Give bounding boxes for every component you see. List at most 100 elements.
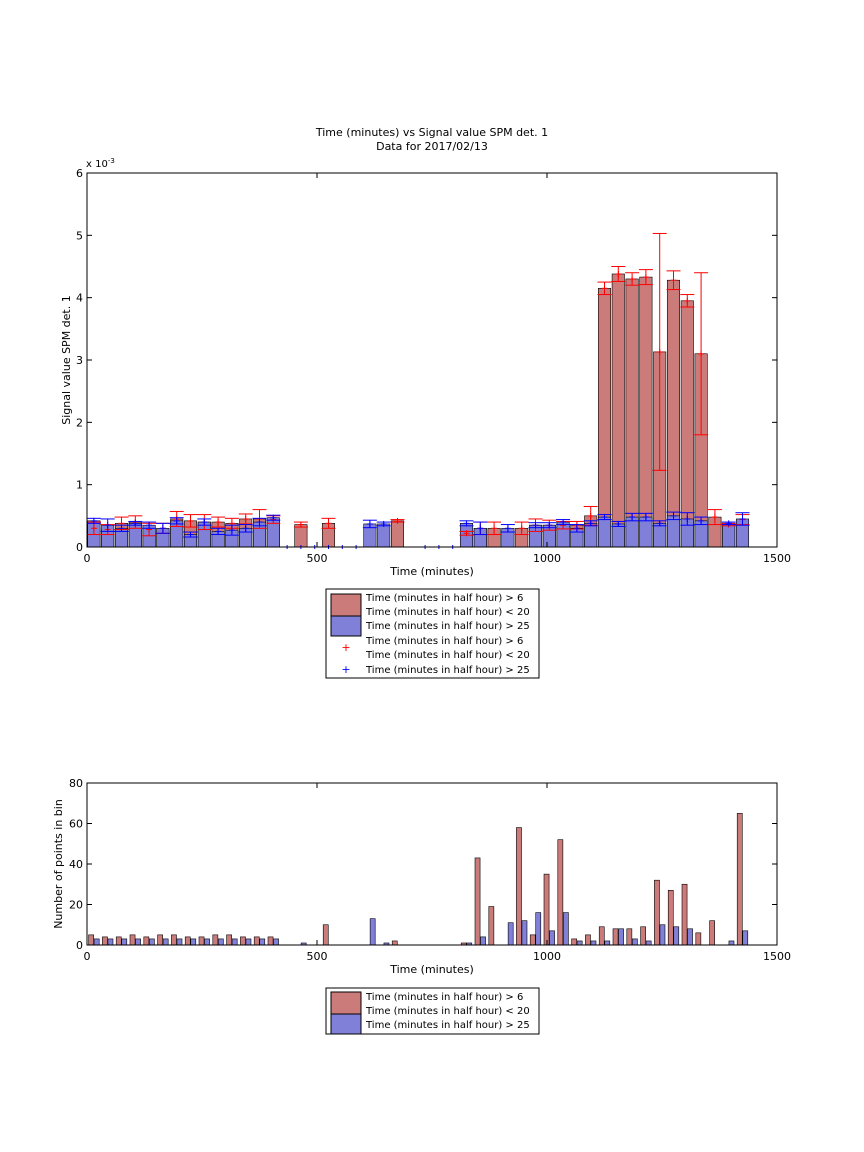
y-tick-label: 4 (76, 292, 83, 305)
bar (604, 940, 611, 946)
bar (88, 934, 94, 946)
bar (190, 938, 197, 946)
bar (597, 516, 612, 548)
bar (625, 516, 639, 548)
x-tick-label: 0 (84, 950, 91, 963)
bar (204, 938, 210, 946)
bottom-axis-ticks: 0 500 1000 1500 0 20 40 60 80 (69, 777, 791, 963)
legend-marker-blue: + (341, 663, 350, 676)
bottom-plot-marks (88, 813, 749, 946)
y-tick-label: 3 (76, 354, 83, 367)
bar (162, 938, 169, 946)
x-tick-label: 1000 (533, 950, 561, 963)
bar (121, 938, 128, 946)
bar (612, 928, 619, 946)
legend-entry: Time (minutes in half hour) < 20 (365, 1006, 530, 1017)
legend-entry: Time (minutes in half hour) > 6 (365, 593, 523, 604)
bar (736, 813, 743, 946)
bar (143, 936, 150, 946)
y-tick-label: 80 (69, 777, 83, 790)
bar (488, 906, 495, 946)
bar (115, 936, 122, 946)
top-x-axis-label: Time (minutes) (389, 565, 474, 578)
x-tick-label: 0 (84, 552, 91, 565)
bar (253, 936, 260, 946)
top-chart: Time (minutes) vs Signal value SPM det. … (60, 126, 791, 679)
bar (391, 940, 398, 946)
bar (198, 936, 205, 946)
bar (639, 516, 653, 548)
y-tick-label: 20 (69, 899, 83, 912)
bar (240, 936, 246, 946)
bar (639, 276, 653, 548)
legend-swatch-blue (330, 615, 362, 637)
legend-swatch-red (330, 991, 362, 1016)
x-tick-label: 1000 (533, 552, 561, 565)
bar (107, 938, 114, 946)
bar (543, 873, 550, 946)
bar (659, 924, 666, 946)
y-tick-label: 6 (76, 167, 83, 180)
bar (135, 938, 141, 946)
x-tick-label: 500 (307, 950, 328, 963)
legend-entry: Time (minutes in half hour) > 25 (365, 665, 530, 676)
y-tick-label: 60 (69, 818, 83, 831)
bar (176, 938, 183, 946)
bar (212, 934, 219, 946)
bar (322, 924, 329, 946)
bar (480, 936, 486, 946)
bar (590, 940, 597, 946)
y-tick-label: 0 (76, 541, 83, 554)
bar (529, 934, 536, 946)
bottom-y-axis-label: Number of points in bin (52, 799, 65, 929)
bar (626, 928, 633, 946)
bar (645, 940, 652, 946)
bar (640, 926, 646, 946)
x-tick-label: 1500 (763, 950, 791, 963)
bar (557, 839, 564, 946)
legend-marker-red: + (341, 641, 350, 654)
chart-subtitle: Data for 2017/02/13 (376, 140, 488, 153)
bar (673, 926, 680, 946)
bar (102, 936, 108, 946)
bar (742, 930, 749, 946)
bar (611, 523, 625, 548)
bar (695, 932, 702, 946)
bar (259, 938, 266, 946)
y-tick-label: 1 (76, 479, 83, 492)
top-y-axis-label: Signal value SPM det. 1 (60, 295, 73, 425)
bar (294, 524, 308, 548)
bar (680, 300, 694, 548)
y-tick-label: 0 (76, 939, 83, 952)
bar (535, 912, 542, 946)
bar (149, 938, 155, 946)
bar (157, 934, 163, 946)
bar (653, 523, 667, 548)
bar (666, 515, 681, 548)
bar (576, 940, 583, 946)
top-axis-ticks: 0 500 1000 1500 0 1 2 3 4 5 6 (76, 167, 791, 565)
bar (507, 922, 514, 946)
bar (611, 273, 625, 548)
x-tick-label: 500 (307, 552, 328, 565)
legend-entry: Time (minutes in half hour) > 6 (365, 636, 523, 647)
chart-title: Time (minutes) vs Signal value SPM det. … (315, 126, 548, 139)
top-plot-marks (86, 232, 750, 549)
bar (171, 934, 177, 946)
y-tick-label: 40 (69, 858, 83, 871)
y-exponent-base: x 10 (86, 159, 108, 170)
legend-swatch-blue (330, 1013, 362, 1035)
bar (667, 890, 674, 946)
bar (728, 940, 735, 946)
bar (584, 523, 598, 548)
bar (231, 938, 238, 946)
bar (549, 930, 555, 946)
bar (129, 934, 136, 946)
bar (632, 938, 638, 946)
bar (521, 920, 528, 946)
bar (571, 938, 577, 946)
bar (245, 938, 252, 946)
legend-swatch-red (330, 593, 362, 618)
legend-entry: Time (minutes in half hour) > 6 (365, 992, 523, 1003)
